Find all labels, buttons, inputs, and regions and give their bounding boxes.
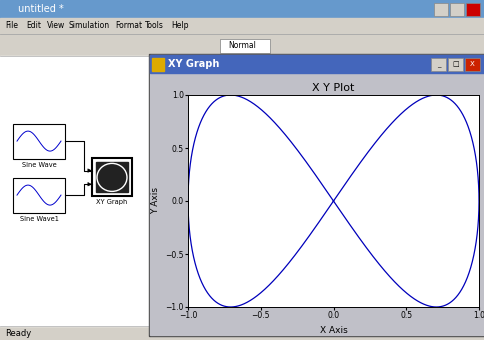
Text: Sine Wave: Sine Wave — [22, 162, 56, 168]
Bar — [92, 158, 132, 197]
Text: X: X — [469, 62, 474, 68]
Bar — [150, 55, 484, 73]
Text: Edit: Edit — [26, 21, 41, 31]
Text: File: File — [5, 21, 18, 31]
Text: Help: Help — [170, 21, 188, 31]
Bar — [0, 56, 151, 326]
Title: X Y Plot: X Y Plot — [312, 83, 354, 93]
Bar — [13, 177, 65, 212]
Text: Ready: Ready — [5, 328, 31, 338]
Bar — [150, 55, 484, 335]
Bar — [447, 58, 462, 71]
Text: untitled *: untitled * — [18, 4, 63, 14]
Y-axis label: Y Axis: Y Axis — [151, 187, 159, 215]
Bar — [0, 18, 484, 34]
X-axis label: X Axis: X Axis — [319, 326, 347, 335]
Bar — [465, 3, 479, 16]
Text: Simulation: Simulation — [68, 21, 109, 31]
Text: XY Graph: XY Graph — [96, 199, 127, 205]
Text: View: View — [47, 21, 65, 31]
Bar — [13, 124, 65, 158]
Bar — [464, 58, 479, 71]
Text: □: □ — [451, 62, 458, 68]
Text: XY Graph: XY Graph — [167, 59, 219, 69]
Bar — [220, 39, 270, 53]
Bar — [430, 58, 445, 71]
Text: _: _ — [436, 62, 439, 68]
Bar — [0, 326, 484, 340]
Bar — [149, 54, 484, 336]
Text: Format: Format — [115, 21, 142, 31]
Bar — [433, 3, 447, 16]
Bar — [449, 3, 463, 16]
Text: Tools: Tools — [145, 21, 164, 31]
Bar — [151, 58, 164, 71]
Bar — [96, 163, 128, 192]
Bar — [0, 0, 484, 18]
Text: Sine Wave1: Sine Wave1 — [19, 216, 58, 222]
Bar — [0, 34, 484, 56]
Text: Normal: Normal — [227, 41, 256, 51]
